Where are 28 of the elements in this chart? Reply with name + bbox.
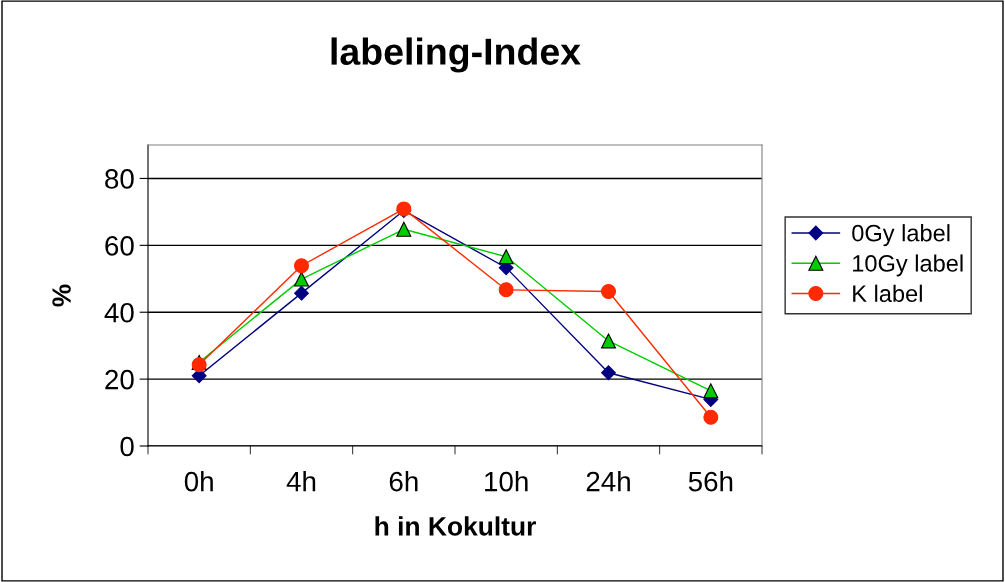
point [294,258,309,274]
point [601,333,616,349]
x-tick-label: 24h [586,471,630,492]
y-tick-label: 0 [120,436,134,457]
x-axis-title: h in Kokultur [375,516,536,536]
y-tick-label: 60 [105,236,134,256]
y-tick-label: 40 [104,302,134,323]
point [498,249,514,265]
point [703,383,719,399]
point [601,283,616,299]
legend-label: 10Gy label [853,254,963,277]
x-tick-label: 0h [184,471,213,492]
point [294,271,309,287]
point [601,365,616,381]
point [294,285,309,301]
point [703,409,719,425]
y-tick-label: 20 [105,369,134,390]
point [498,282,514,298]
chart-title: labeling-Index [331,37,581,73]
y-tick-label: 80 [105,169,134,189]
y-axis-title: % [52,284,71,307]
x-tick-label: 4h [286,471,316,492]
x-tick-label: 56h [688,471,733,492]
x-tick-label: 6h [389,471,418,492]
point [396,221,412,237]
legend-label: K label [853,284,922,303]
legend-label: 0Gy label [852,224,950,247]
x-tick-label: 10h [485,471,528,492]
